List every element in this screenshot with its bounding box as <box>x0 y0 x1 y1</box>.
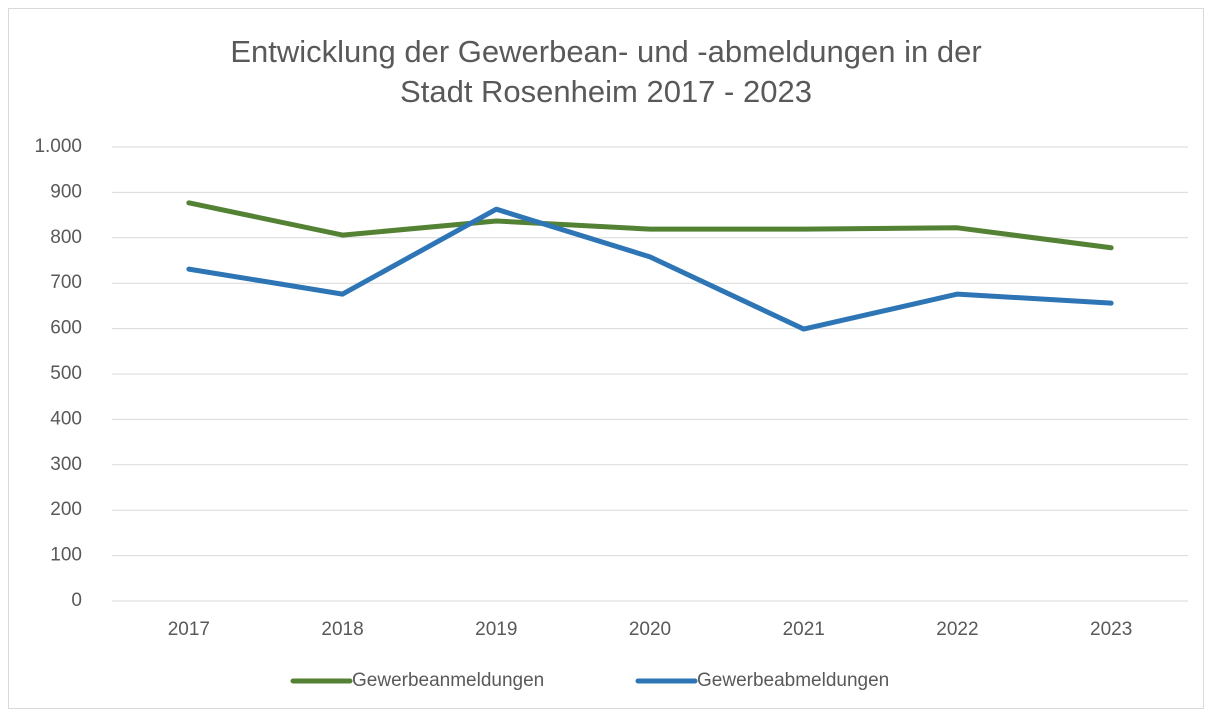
y-tick-label: 300 <box>50 454 82 475</box>
y-tick-label: 0 <box>71 590 82 611</box>
x-tick-label: 2018 <box>321 619 363 640</box>
chart-title: Entwicklung der Gewerbean- und -abmeldun… <box>230 34 982 109</box>
y-tick-label: 800 <box>50 227 82 248</box>
x-tick-label: 2022 <box>936 619 978 640</box>
x-tick-label: 2020 <box>629 619 671 640</box>
x-tick-label: 2023 <box>1090 619 1132 640</box>
x-tick-label: 2017 <box>168 619 210 640</box>
x-tick-label: 2019 <box>475 619 517 640</box>
y-tick-label: 900 <box>50 181 82 202</box>
y-tick-label: 700 <box>50 272 82 293</box>
y-tick-label: 600 <box>50 318 82 339</box>
y-tick-label: 100 <box>50 545 82 566</box>
legend-label: Gewerbeanmeldungen <box>352 670 544 691</box>
x-tick-label: 2021 <box>783 619 825 640</box>
y-tick-label: 200 <box>50 499 82 520</box>
legend-label: Gewerbeabmeldungen <box>697 670 889 691</box>
y-tick-label: 500 <box>50 363 82 384</box>
series-line <box>186 200 1114 251</box>
y-tick-label: 400 <box>50 408 82 429</box>
series-line <box>186 206 1114 332</box>
chart-border <box>8 8 1204 709</box>
y-tick-label: 1.000 <box>34 136 82 157</box>
